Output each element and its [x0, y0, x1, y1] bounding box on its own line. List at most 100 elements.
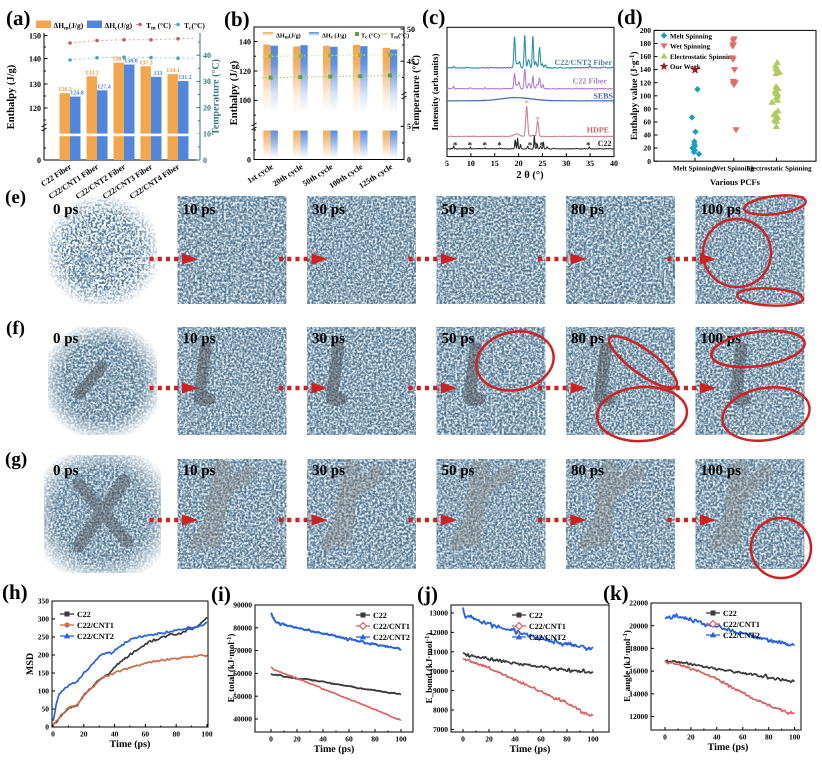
svg-text:30 ps: 30 ps: [312, 202, 345, 218]
svg-text:124.8: 124.8: [70, 91, 84, 97]
svg-text:16000: 16000: [629, 667, 648, 676]
svg-text:*: *: [528, 140, 533, 150]
svg-text:60: 60: [142, 730, 150, 739]
svg-text:150: 150: [38, 669, 50, 678]
svg-text:40: 40: [203, 51, 211, 60]
svg-text:(j): (j): [417, 582, 438, 606]
svg-text:C22 Fiber: C22 Fiber: [573, 77, 608, 86]
svg-text:40: 40: [111, 730, 119, 739]
svg-text:11000: 11000: [430, 647, 449, 656]
svg-text:0: 0: [647, 157, 651, 166]
svg-text:20: 20: [515, 159, 523, 168]
svg-text:*: *: [453, 140, 458, 150]
svg-text:(e): (e): [5, 187, 26, 208]
svg-text:C22/CNT1: C22/CNT1: [77, 621, 114, 630]
svg-text:30 ps: 30 ps: [312, 463, 345, 479]
svg-text:Temperature (°C): Temperature (°C): [411, 55, 422, 131]
svg-text:120: 120: [29, 104, 41, 113]
svg-text:80 ps: 80 ps: [571, 202, 604, 218]
svg-text:120: 120: [640, 78, 652, 87]
svg-text:10: 10: [467, 159, 475, 168]
svg-text:250: 250: [38, 633, 50, 642]
svg-text:100: 100: [395, 735, 407, 744]
svg-text:100: 100: [640, 91, 652, 100]
svg-text:E_bond (kJ·mol-1): E_bond (kJ·mol-1): [424, 633, 434, 704]
svg-text:25: 25: [538, 159, 546, 168]
svg-text:0: 0: [37, 156, 41, 165]
svg-text:300: 300: [38, 615, 50, 624]
svg-text:C22/CNT1: C22/CNT1: [373, 622, 410, 631]
svg-text:35: 35: [586, 159, 594, 168]
svg-text:10: 10: [203, 130, 211, 139]
svg-text:134.1: 134.1: [166, 68, 180, 74]
svg-text:80: 80: [765, 733, 773, 742]
svg-text:140: 140: [29, 54, 41, 63]
svg-text:80 ps: 80 ps: [571, 331, 604, 347]
svg-text:Various PCFs: Various PCFs: [710, 177, 761, 187]
svg-text:(c): (c): [422, 5, 445, 29]
svg-text:7000: 7000: [433, 725, 448, 734]
svg-text:18000: 18000: [629, 644, 648, 653]
svg-text:133: 133: [154, 71, 163, 77]
svg-text:50: 50: [407, 25, 415, 34]
svg-text:40: 40: [644, 131, 652, 140]
svg-text:E_angle (kJ·mol-1): E_angle (kJ·mol-1): [622, 630, 632, 702]
svg-text:30: 30: [562, 159, 570, 168]
svg-text:Enthalpy value (J·g-1): Enthalpy value (J·g-1): [628, 51, 640, 140]
svg-text:20: 20: [80, 730, 88, 739]
svg-text:Time (ps): Time (ps): [110, 739, 151, 750]
svg-text:*: *: [468, 140, 473, 150]
svg-text:100: 100: [789, 733, 801, 742]
svg-text:*: *: [540, 140, 545, 150]
svg-text:Wet Spinning: Wet Spinning: [670, 44, 711, 51]
svg-text:50 ps: 50 ps: [442, 463, 475, 479]
svg-text:ΔHm(J/g): ΔHm(J/g): [276, 33, 301, 41]
svg-text:(g): (g): [5, 449, 27, 470]
svg-text:40: 40: [713, 733, 721, 742]
svg-text:20: 20: [644, 144, 652, 153]
svg-text:*: *: [586, 140, 591, 150]
svg-text:30: 30: [203, 77, 211, 86]
svg-text:ΔHc (J/g): ΔHc (J/g): [322, 33, 346, 41]
svg-text:C22: C22: [723, 609, 737, 618]
svg-text:*: *: [497, 140, 502, 150]
svg-text:0: 0: [407, 155, 411, 164]
svg-text:C22/CNT2: C22/CNT2: [723, 631, 760, 640]
svg-text:100: 100: [38, 687, 50, 696]
svg-text:350: 350: [38, 597, 50, 606]
svg-text:*: *: [482, 140, 487, 150]
svg-text:80: 80: [563, 735, 571, 744]
svg-text:(h): (h): [2, 580, 28, 604]
svg-text:150: 150: [29, 31, 41, 40]
svg-text:Electrostatic Spinning: Electrostatic Spinning: [670, 54, 736, 61]
svg-text:60: 60: [644, 118, 652, 127]
svg-text:0: 0: [269, 735, 273, 744]
svg-text:40: 40: [319, 735, 327, 744]
svg-text:Electrostatic Spinning: Electrostatic Spinning: [746, 166, 812, 173]
svg-text:0: 0: [51, 730, 55, 739]
svg-text:70000: 70000: [233, 646, 252, 655]
svg-text:*: *: [524, 98, 529, 108]
svg-text:10 ps: 10 ps: [183, 202, 216, 218]
svg-text:13000: 13000: [429, 609, 448, 618]
svg-text:14000: 14000: [629, 689, 648, 698]
svg-text:50: 50: [42, 705, 50, 714]
svg-text:10 ps: 10 ps: [183, 463, 216, 479]
svg-text:12000: 12000: [629, 712, 648, 721]
svg-text:80: 80: [644, 105, 652, 114]
svg-text:120: 120: [239, 67, 251, 76]
svg-text:MSD: MSD: [25, 653, 36, 675]
svg-text:127.4: 127.4: [97, 84, 111, 90]
svg-text:180: 180: [640, 39, 652, 48]
svg-text:ΔHc(J/g): ΔHc(J/g): [105, 21, 133, 32]
svg-text:C22/CNT1: C22/CNT1: [723, 620, 760, 629]
svg-text:90000: 90000: [233, 601, 252, 610]
svg-text:130: 130: [29, 80, 41, 89]
svg-text:138.0: 138.0: [124, 59, 138, 65]
svg-text:0: 0: [663, 733, 667, 742]
svg-text:20: 20: [485, 735, 493, 744]
svg-text:Melt Spinning: Melt Spinning: [670, 33, 712, 40]
svg-text:45: 45: [407, 57, 415, 66]
svg-text:80 ps: 80 ps: [571, 463, 604, 479]
svg-text:Tm (°C): Tm (°C): [146, 21, 171, 32]
